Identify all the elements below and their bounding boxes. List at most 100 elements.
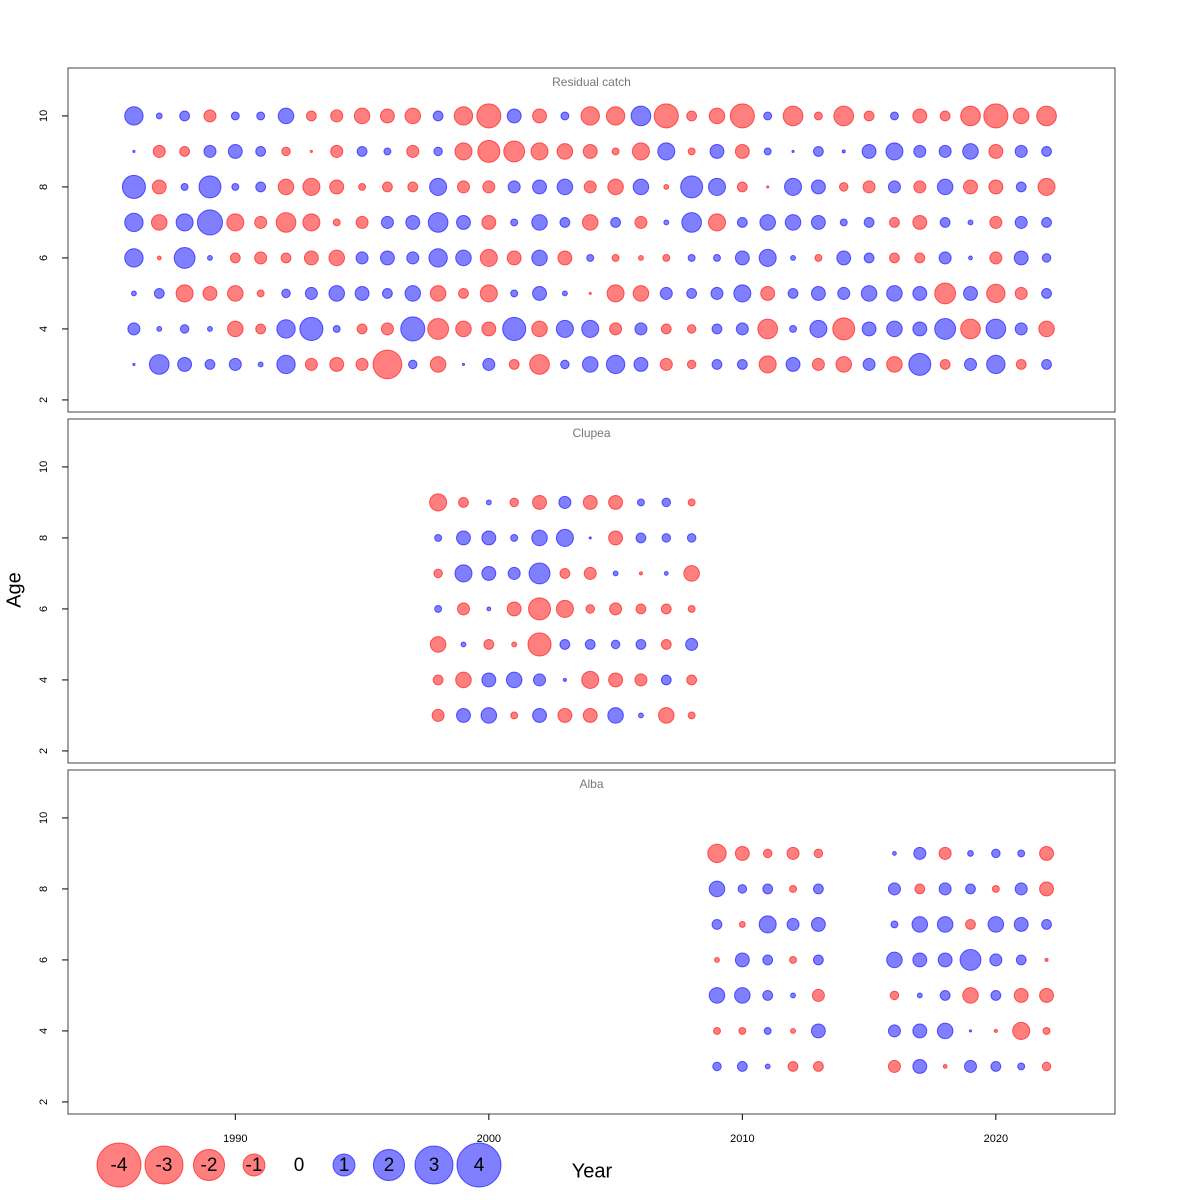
bubble bbox=[582, 494, 598, 510]
bubble bbox=[481, 672, 497, 688]
bubble bbox=[532, 108, 547, 124]
bubble bbox=[760, 285, 776, 301]
bubble bbox=[588, 536, 592, 540]
bubble bbox=[156, 255, 162, 261]
bubble bbox=[198, 175, 222, 199]
bubble bbox=[277, 178, 295, 196]
bubble bbox=[861, 321, 877, 337]
bubble bbox=[736, 181, 748, 193]
bubble bbox=[607, 178, 624, 196]
bubble bbox=[1039, 881, 1055, 897]
bubble bbox=[230, 111, 240, 121]
bubble bbox=[299, 316, 324, 341]
bubble bbox=[255, 181, 267, 193]
bubble bbox=[226, 213, 245, 232]
bubble bbox=[611, 253, 620, 262]
bubble bbox=[557, 250, 573, 266]
bubble bbox=[632, 178, 650, 196]
bubble bbox=[963, 1059, 978, 1073]
bubble bbox=[886, 356, 903, 373]
bubble bbox=[960, 105, 981, 127]
bubble bbox=[454, 142, 473, 161]
y-tick-label: 4 bbox=[38, 1028, 50, 1034]
bubble bbox=[355, 251, 369, 265]
legend-bubble bbox=[332, 1153, 356, 1177]
bubble bbox=[782, 105, 804, 127]
bubble bbox=[708, 987, 726, 1004]
legend-label: -3 bbox=[156, 1155, 173, 1176]
bubble bbox=[581, 670, 600, 689]
bubble bbox=[762, 990, 774, 1001]
bubble bbox=[483, 639, 495, 650]
bubble bbox=[785, 356, 801, 372]
x-tick-label: 2010 bbox=[730, 1133, 754, 1145]
bubble bbox=[637, 712, 644, 719]
bubble bbox=[405, 214, 421, 230]
bubble bbox=[862, 357, 876, 371]
bubble bbox=[633, 356, 649, 372]
bubble bbox=[835, 356, 853, 373]
bubble bbox=[460, 641, 467, 648]
bubble bbox=[561, 290, 568, 297]
bubble bbox=[734, 987, 751, 1004]
bubble bbox=[1013, 916, 1029, 932]
bubble bbox=[734, 250, 750, 266]
bubble bbox=[938, 846, 952, 860]
bubble bbox=[963, 179, 978, 195]
bubble bbox=[584, 639, 596, 650]
bubble bbox=[635, 603, 647, 615]
bubble bbox=[179, 146, 191, 157]
bubble bbox=[729, 103, 755, 129]
bubble bbox=[757, 318, 779, 340]
bubble bbox=[280, 252, 292, 264]
bubble bbox=[813, 111, 823, 121]
bubble bbox=[555, 599, 574, 618]
bubble bbox=[355, 357, 369, 371]
bubble bbox=[606, 284, 625, 303]
bubble bbox=[838, 182, 849, 192]
bubble bbox=[736, 217, 748, 228]
bubble bbox=[812, 883, 824, 895]
bubble bbox=[659, 357, 673, 371]
bubble bbox=[202, 285, 218, 301]
bubble bbox=[527, 632, 552, 657]
bubble bbox=[886, 951, 903, 969]
bubble bbox=[833, 105, 855, 127]
bubble bbox=[429, 493, 448, 512]
bubble bbox=[790, 254, 797, 261]
bubble bbox=[434, 604, 443, 613]
bubble bbox=[429, 177, 448, 196]
legend-bubble bbox=[414, 1145, 454, 1185]
y-tick-label: 4 bbox=[38, 326, 50, 332]
bubble bbox=[936, 1022, 954, 1040]
bubble bbox=[152, 144, 166, 158]
bubble bbox=[510, 533, 519, 542]
bubble bbox=[254, 215, 268, 229]
bubble bbox=[432, 110, 444, 122]
legend-label: -4 bbox=[111, 1155, 128, 1176]
bubble bbox=[711, 919, 723, 930]
bubble bbox=[687, 147, 696, 156]
bubble bbox=[227, 320, 244, 338]
bubble bbox=[456, 707, 471, 723]
bubble bbox=[863, 217, 875, 228]
legend-label: 0 bbox=[294, 1155, 305, 1176]
bubble bbox=[532, 285, 547, 301]
bubble bbox=[503, 140, 526, 163]
bubble bbox=[1039, 845, 1055, 861]
bubble bbox=[736, 1061, 748, 1072]
bubble bbox=[379, 250, 395, 266]
bubble bbox=[990, 1061, 1002, 1072]
bubble bbox=[281, 288, 291, 299]
legend-bubble bbox=[242, 1153, 266, 1177]
bubble bbox=[481, 214, 497, 230]
bubble bbox=[555, 528, 574, 547]
bubble bbox=[787, 288, 799, 299]
bubble bbox=[1014, 215, 1028, 229]
bubble bbox=[913, 180, 927, 194]
legend-label: 2 bbox=[384, 1155, 395, 1176]
bubble bbox=[455, 671, 472, 689]
bubble bbox=[657, 142, 676, 161]
bubble bbox=[759, 214, 776, 231]
